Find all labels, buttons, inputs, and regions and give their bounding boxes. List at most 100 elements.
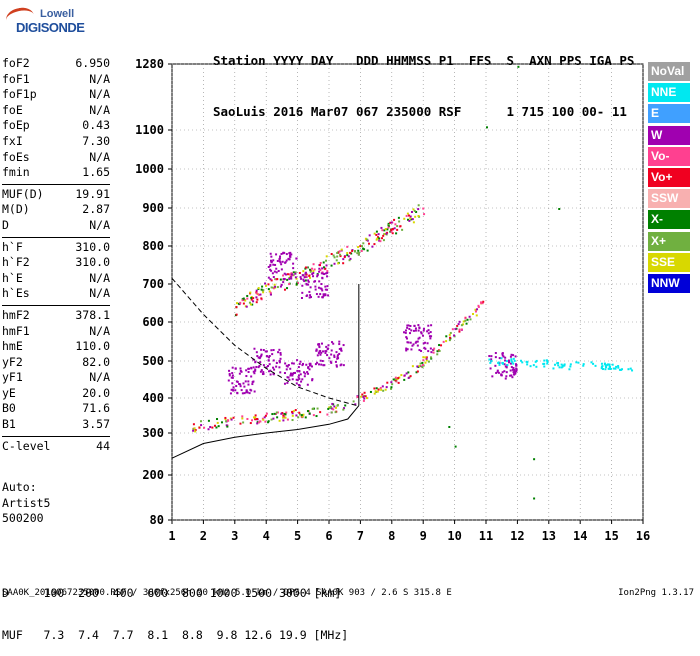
data-point xyxy=(269,293,272,296)
data-point xyxy=(290,275,293,278)
data-point xyxy=(421,361,424,364)
param-label: fmin xyxy=(2,165,30,180)
param-value: N/A xyxy=(89,370,110,385)
data-point xyxy=(339,348,342,351)
data-point xyxy=(283,372,286,375)
data-point xyxy=(515,363,518,366)
data-point xyxy=(234,389,237,392)
data-point xyxy=(349,257,352,260)
data-point xyxy=(260,288,263,291)
data-point xyxy=(277,351,280,354)
data-point xyxy=(503,370,506,373)
data-point xyxy=(504,377,507,380)
param-label: yE xyxy=(2,385,16,400)
data-point xyxy=(290,277,293,280)
data-point xyxy=(283,382,286,385)
data-point xyxy=(407,371,410,374)
data-point xyxy=(404,329,407,332)
data-point xyxy=(291,412,294,415)
data-point xyxy=(283,278,286,281)
data-point xyxy=(314,363,317,366)
data-point xyxy=(569,363,572,366)
data-point xyxy=(600,365,603,368)
data-point xyxy=(317,363,320,366)
data-point xyxy=(339,255,342,258)
data-point xyxy=(265,366,268,369)
data-point xyxy=(422,329,425,332)
data-point xyxy=(264,350,267,353)
param-separator xyxy=(2,181,110,185)
data-point xyxy=(474,308,477,311)
data-point xyxy=(324,288,327,291)
data-point xyxy=(423,213,426,216)
data-point xyxy=(407,324,410,327)
data-point xyxy=(359,245,362,248)
data-point xyxy=(270,255,273,258)
param-value: 44 xyxy=(96,438,110,453)
data-point xyxy=(272,417,275,420)
data-point xyxy=(417,208,420,211)
data-point xyxy=(543,365,546,368)
data-point xyxy=(386,381,389,384)
data-point xyxy=(390,386,393,389)
data-point xyxy=(366,238,369,241)
x-tick-label: 1 xyxy=(168,529,175,543)
data-point xyxy=(387,225,390,228)
param-label: foF1p xyxy=(2,87,37,102)
data-point xyxy=(360,245,363,248)
data-point xyxy=(337,251,340,254)
data-point xyxy=(194,429,197,432)
data-point xyxy=(254,369,257,372)
data-point xyxy=(343,407,346,410)
y-tick-label: 900 xyxy=(142,201,164,215)
data-point xyxy=(311,267,314,270)
data-point xyxy=(282,274,285,277)
data-point xyxy=(260,297,263,300)
data-point xyxy=(280,268,283,271)
data-point xyxy=(513,368,516,371)
data-point xyxy=(480,301,483,304)
param-separator xyxy=(2,302,110,306)
data-point xyxy=(417,329,420,332)
data-point xyxy=(243,385,246,388)
data-point xyxy=(363,391,366,394)
data-point xyxy=(265,355,268,358)
data-point xyxy=(417,204,420,207)
data-point xyxy=(246,297,249,300)
data-point xyxy=(319,411,322,414)
data-point xyxy=(317,295,320,298)
data-point xyxy=(502,355,505,358)
data-point xyxy=(449,331,452,334)
data-point xyxy=(504,356,507,359)
data-point xyxy=(323,273,326,276)
data-point xyxy=(275,271,278,274)
legend-sse: SSE xyxy=(648,252,690,272)
data-point xyxy=(346,254,349,257)
data-point xyxy=(569,365,572,368)
data-point xyxy=(379,240,382,243)
param-row: MUF(D) 19.91 xyxy=(2,187,110,203)
data-point xyxy=(256,355,259,358)
data-point xyxy=(393,227,396,230)
data-point xyxy=(318,345,321,348)
data-point xyxy=(326,413,329,416)
param-label: C-level xyxy=(2,438,51,453)
data-point xyxy=(263,416,266,419)
data-point xyxy=(231,382,234,385)
data-point xyxy=(562,364,565,367)
data-point xyxy=(198,426,201,429)
data-point xyxy=(335,365,338,368)
data-point xyxy=(494,356,497,359)
data-point xyxy=(364,395,367,398)
data-point xyxy=(320,351,323,354)
data-point xyxy=(514,372,517,375)
data-point xyxy=(512,354,515,357)
data-point xyxy=(333,354,336,357)
data-point xyxy=(216,421,219,424)
data-point xyxy=(280,252,283,255)
data-point xyxy=(408,219,411,222)
data-point xyxy=(229,417,232,420)
data-point xyxy=(510,366,513,369)
data-point xyxy=(481,302,484,305)
data-point xyxy=(342,344,345,347)
